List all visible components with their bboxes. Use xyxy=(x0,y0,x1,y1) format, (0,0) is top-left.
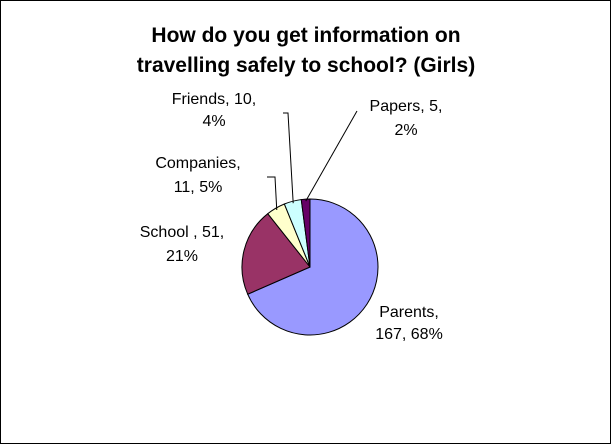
slice-label-school: School , 51, 21% xyxy=(140,224,225,265)
slice-label-line: 11, 5% xyxy=(174,179,223,196)
chart-title-line-1: How do you get information on xyxy=(151,24,460,47)
pie-slice-parents xyxy=(247,198,379,336)
slice-label-line: Papers, 5, xyxy=(370,98,443,115)
slice-label-papers: Papers, 5, 2% xyxy=(370,98,443,139)
slice-label-companies: Companies, 11, 5% xyxy=(155,155,240,196)
slice-label-line: School , 51, xyxy=(140,224,225,241)
slice-label-line: 4% xyxy=(202,113,225,130)
slice-label-line: Friends, 10, xyxy=(172,91,256,108)
pie-slice-papers xyxy=(300,198,311,268)
leader-line-friends xyxy=(283,112,294,204)
slice-label-line: Companies, xyxy=(155,155,240,172)
slice-label-line: 21% xyxy=(166,248,198,265)
leader-line-companies xyxy=(267,176,278,211)
pie-slices xyxy=(241,198,379,336)
slice-labels: Parents, 167, 68% School , 51, 21% Companies… xyxy=(140,91,443,343)
pie-slice-school xyxy=(241,212,311,295)
slice-label-line: 167, 68% xyxy=(375,326,443,343)
leader-lines xyxy=(267,110,358,211)
chart-title-line-2: travelling safely to school? (Girls) xyxy=(137,54,475,77)
slice-label-line: Parents, xyxy=(379,304,439,321)
slice-label-parents: Parents, 167, 68% xyxy=(375,304,443,343)
leader-line-papers xyxy=(305,110,358,202)
slice-label-line: 2% xyxy=(394,122,417,139)
slice-label-friends: Friends, 10, 4% xyxy=(172,91,256,130)
